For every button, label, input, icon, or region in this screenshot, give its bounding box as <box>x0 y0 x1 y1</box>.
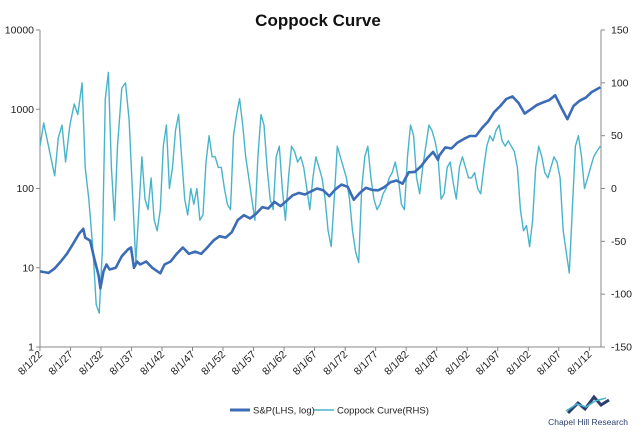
x-tick-label: 8/1/42 <box>138 349 167 378</box>
x-tick-label: 8/1/62 <box>260 349 289 378</box>
x-tick-label: 8/1/82 <box>382 349 411 378</box>
left-tick-label: 1 <box>28 342 34 354</box>
right-tick-label: 100 <box>611 77 629 89</box>
right-tick-label: -50 <box>611 236 626 248</box>
x-tick-label: 8/1/47 <box>168 349 197 378</box>
x-tick-label: 8/1/72 <box>321 349 350 378</box>
sp-series-line <box>39 86 602 290</box>
logo-mark-light <box>565 397 607 412</box>
x-tick-label: 8/1/57 <box>230 349 259 378</box>
coppock-series-line <box>39 71 601 314</box>
left-tick-label: 10 <box>22 262 34 274</box>
x-tick-label: 8/1/07 <box>535 349 564 378</box>
left-tick-label: 1000 <box>11 104 35 116</box>
x-axis-ticks: 8/1/22 8/1/27 8/1/32 8/1/37 8/1/42 8/1/47 8/1/… <box>16 347 595 378</box>
x-tick-label: 8/1/32 <box>77 349 106 378</box>
legend-label-coppock: Coppock Curve(RHS) <box>337 406 429 417</box>
right-tick-label: -100 <box>611 289 632 301</box>
legend-label-sp: S&P(LHS, log) <box>253 406 315 417</box>
right-y-axis-ticks: 150 100 50 0 -50 -100 -150 <box>601 25 632 354</box>
x-tick-label: 8/1/27 <box>46 349 75 378</box>
left-tick-label: 10000 <box>5 25 34 37</box>
x-tick-label: 8/1/97 <box>474 349 503 378</box>
right-tick-label: -150 <box>611 342 632 354</box>
series-layer <box>39 71 602 314</box>
right-tick-label: 0 <box>611 183 617 195</box>
x-tick-label: 8/1/67 <box>291 349 320 378</box>
chart-legend: S&P(LHS, log) Coppock Curve(RHS) <box>230 406 429 417</box>
x-tick-label: 8/1/12 <box>565 349 594 378</box>
right-tick-label: 50 <box>611 130 623 142</box>
x-tick-label: 8/1/87 <box>413 349 442 378</box>
chart-title: Coppock Curve <box>255 11 381 30</box>
left-y-axis-ticks: 1 10 100 1000 10000 <box>5 25 40 354</box>
right-tick-label: 150 <box>611 25 629 37</box>
x-tick-label: 8/1/92 <box>443 349 472 378</box>
brand-name: Chapel Hill Research <box>548 417 628 427</box>
x-tick-label: 8/1/37 <box>107 349 136 378</box>
chapel-hill-research-logo: Chapel Hill Research <box>548 394 628 427</box>
x-tick-label: 8/1/52 <box>199 349 228 378</box>
x-tick-label: 8/1/02 <box>504 349 533 378</box>
left-tick-label: 100 <box>16 183 34 195</box>
x-tick-label: 8/1/77 <box>352 349 381 378</box>
